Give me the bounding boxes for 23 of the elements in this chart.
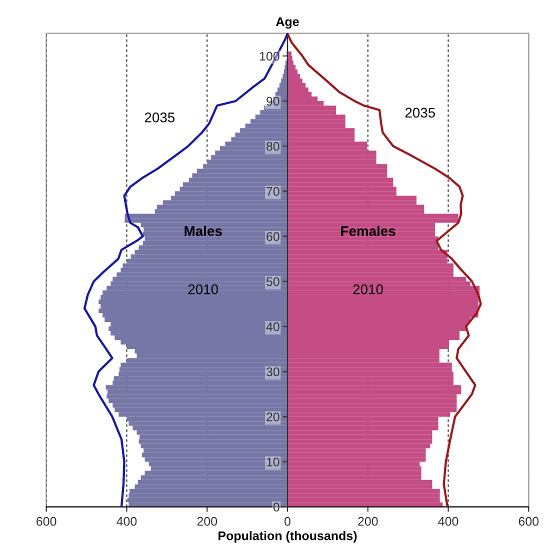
annotation: Females <box>341 226 396 236</box>
x-tick-label: 200 <box>358 516 378 526</box>
y-tick-label: 40 <box>266 322 280 332</box>
y-tick-label: 10 <box>266 458 280 466</box>
annotation: 2035 <box>144 112 175 122</box>
y-tick-label: 60 <box>266 232 280 241</box>
x-tick-label: 400 <box>116 516 137 526</box>
x-tick-label: 400 <box>438 516 458 526</box>
x-tick-label: 600 <box>36 516 56 526</box>
annotation: 2035 <box>405 108 435 118</box>
y-tick-label: 20 <box>266 412 280 422</box>
x-axis-title: Population (thousands) <box>218 531 357 543</box>
x-tick-label: 600 <box>518 516 539 526</box>
y-tick-label: 80 <box>266 142 280 151</box>
y-tick-label: 50 <box>266 277 280 286</box>
y-tick-label: 30 <box>266 367 280 376</box>
annotation: 2010 <box>353 284 383 294</box>
x-tick-label: 200 <box>197 516 218 526</box>
x-tick-label: 0 <box>284 516 290 526</box>
y-tick-label: 70 <box>266 187 280 196</box>
annotation: 2010 <box>188 284 218 294</box>
annotation: Males <box>184 226 222 236</box>
y-axis-title: Age <box>276 17 299 29</box>
